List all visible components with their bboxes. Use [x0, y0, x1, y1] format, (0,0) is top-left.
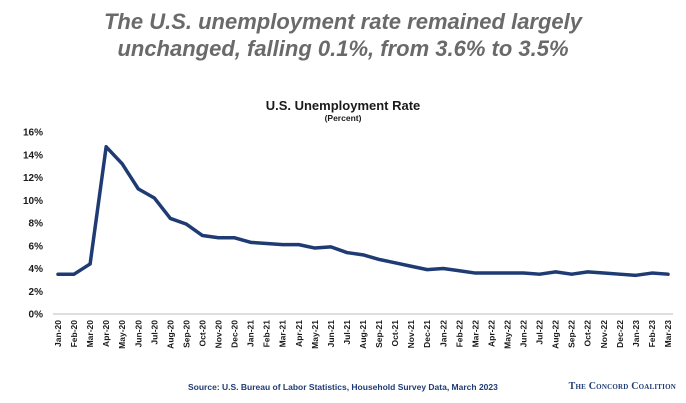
data-point — [538, 272, 542, 276]
x-tick-label: Oct-20 — [197, 320, 207, 347]
y-tick-label: 16% — [23, 128, 43, 139]
data-point — [409, 264, 413, 268]
x-tick-label: Mar-20 — [85, 320, 95, 348]
x-tick-label: Dec-22 — [615, 320, 625, 348]
data-point — [634, 273, 638, 277]
data-point — [473, 271, 477, 275]
chart-subtitle: (Percent) — [325, 113, 362, 123]
data-point — [217, 236, 221, 240]
x-tick-label: Nov-22 — [599, 320, 609, 349]
headline: The U.S. unemployment rate remained larg… — [0, 8, 686, 62]
headline-line-1: The U.S. unemployment rate remained larg… — [103, 9, 583, 34]
x-axis: Jan-20 Feb-20 Mar-20 Apr-20 May-20 Jun-20 Jul-… — [53, 313, 673, 349]
headline-line-2: unchanged, falling 0.1%, from 3.6% to 3.… — [117, 36, 569, 61]
data-point — [489, 271, 493, 275]
data-point — [297, 243, 301, 247]
brand-logo: The Concord Coalition — [568, 381, 676, 392]
y-tick-label: 0% — [29, 310, 44, 321]
x-tick-label: May-22 — [502, 320, 512, 349]
chart-title: U.S. Unemployment Rate — [266, 98, 421, 113]
x-tick-label: Sep-22 — [567, 320, 577, 348]
data-point — [88, 262, 92, 266]
x-tick-label: May-20 — [117, 320, 127, 349]
y-tick-label: 8% — [29, 219, 44, 230]
data-point — [249, 240, 253, 244]
x-tick-label: Jan-20 — [53, 320, 63, 347]
x-tick-label: Dec-21 — [422, 320, 432, 348]
x-tick-label: Aug-20 — [165, 320, 175, 349]
data-point — [457, 269, 461, 273]
y-tick-label: 2% — [29, 287, 44, 298]
y-tick-label: 4% — [29, 264, 44, 275]
data-point — [650, 271, 654, 275]
data-point — [329, 245, 333, 249]
x-tick-label: Feb-21 — [262, 320, 272, 348]
x-tick-label: Dec-20 — [230, 320, 240, 348]
data-point — [136, 187, 140, 191]
x-tick-label: Mar-22 — [470, 320, 480, 348]
data-point — [152, 196, 156, 200]
x-tick-label: Oct-22 — [583, 320, 593, 347]
data-point — [505, 271, 509, 275]
x-tick-label: Jan-23 — [631, 320, 641, 347]
data-point — [425, 268, 429, 272]
data-point — [522, 271, 526, 275]
data-point — [570, 272, 574, 276]
data-point — [618, 272, 622, 276]
data-point — [200, 234, 204, 238]
x-tick-label: Jan-22 — [438, 320, 448, 347]
data-point — [281, 243, 285, 247]
y-tick-label: 14% — [23, 150, 43, 161]
source-note: Source: U.S. Bureau of Labor Statistics,… — [188, 382, 498, 392]
data-point — [313, 246, 317, 250]
x-tick-label: Aug-22 — [551, 320, 561, 349]
x-tick-label: Aug-21 — [358, 320, 368, 349]
x-tick-label: Jun-21 — [326, 320, 336, 348]
x-tick-label: Sep-20 — [181, 320, 191, 348]
data-point — [72, 272, 76, 276]
x-tick-label: Jul-22 — [535, 320, 545, 345]
x-tick-label: Nov-21 — [406, 320, 416, 349]
y-tick-label: 6% — [29, 241, 44, 252]
x-tick-label: Jun-22 — [519, 320, 529, 348]
data-point — [184, 222, 188, 226]
data-point — [393, 261, 397, 265]
x-tick-label: Mar-21 — [278, 320, 288, 348]
x-tick-label: Jul-21 — [342, 320, 352, 345]
data-point — [441, 267, 445, 270]
data-point — [554, 270, 558, 274]
x-tick-label: Apr-21 — [294, 320, 304, 347]
data-point — [265, 241, 269, 245]
data-point — [56, 272, 60, 276]
data-point — [104, 145, 108, 149]
x-tick-label: Apr-20 — [101, 320, 111, 347]
data-point — [666, 272, 670, 276]
x-tick-label: May-21 — [310, 320, 320, 349]
data-point — [602, 271, 606, 275]
data-point — [233, 236, 237, 240]
y-axis: 0% 2% 4% 6% 8% 10% 12% 14% 16% — [23, 128, 43, 321]
data-point — [345, 251, 349, 255]
x-tick-label: Nov-20 — [214, 320, 224, 349]
y-tick-label: 10% — [23, 196, 43, 207]
x-tick-label: Mar-23 — [663, 320, 673, 348]
data-point — [168, 216, 172, 220]
x-tick-label: Apr-22 — [486, 320, 496, 347]
x-tick-label: Feb-22 — [454, 320, 464, 348]
series-layer — [56, 145, 670, 278]
data-point — [586, 270, 590, 274]
x-tick-label: Jan-21 — [246, 320, 256, 347]
data-point — [361, 253, 365, 257]
x-tick-label: Jun-20 — [133, 320, 143, 348]
x-tick-label: Sep-21 — [374, 320, 384, 348]
data-point — [377, 257, 381, 261]
y-tick-label: 12% — [23, 173, 43, 184]
x-tick-label: Oct-21 — [390, 320, 400, 347]
x-tick-label: Feb-23 — [647, 320, 657, 348]
data-point — [120, 162, 124, 166]
x-tick-label: Feb-20 — [69, 320, 79, 348]
x-tick-label: Jul-20 — [149, 320, 159, 345]
